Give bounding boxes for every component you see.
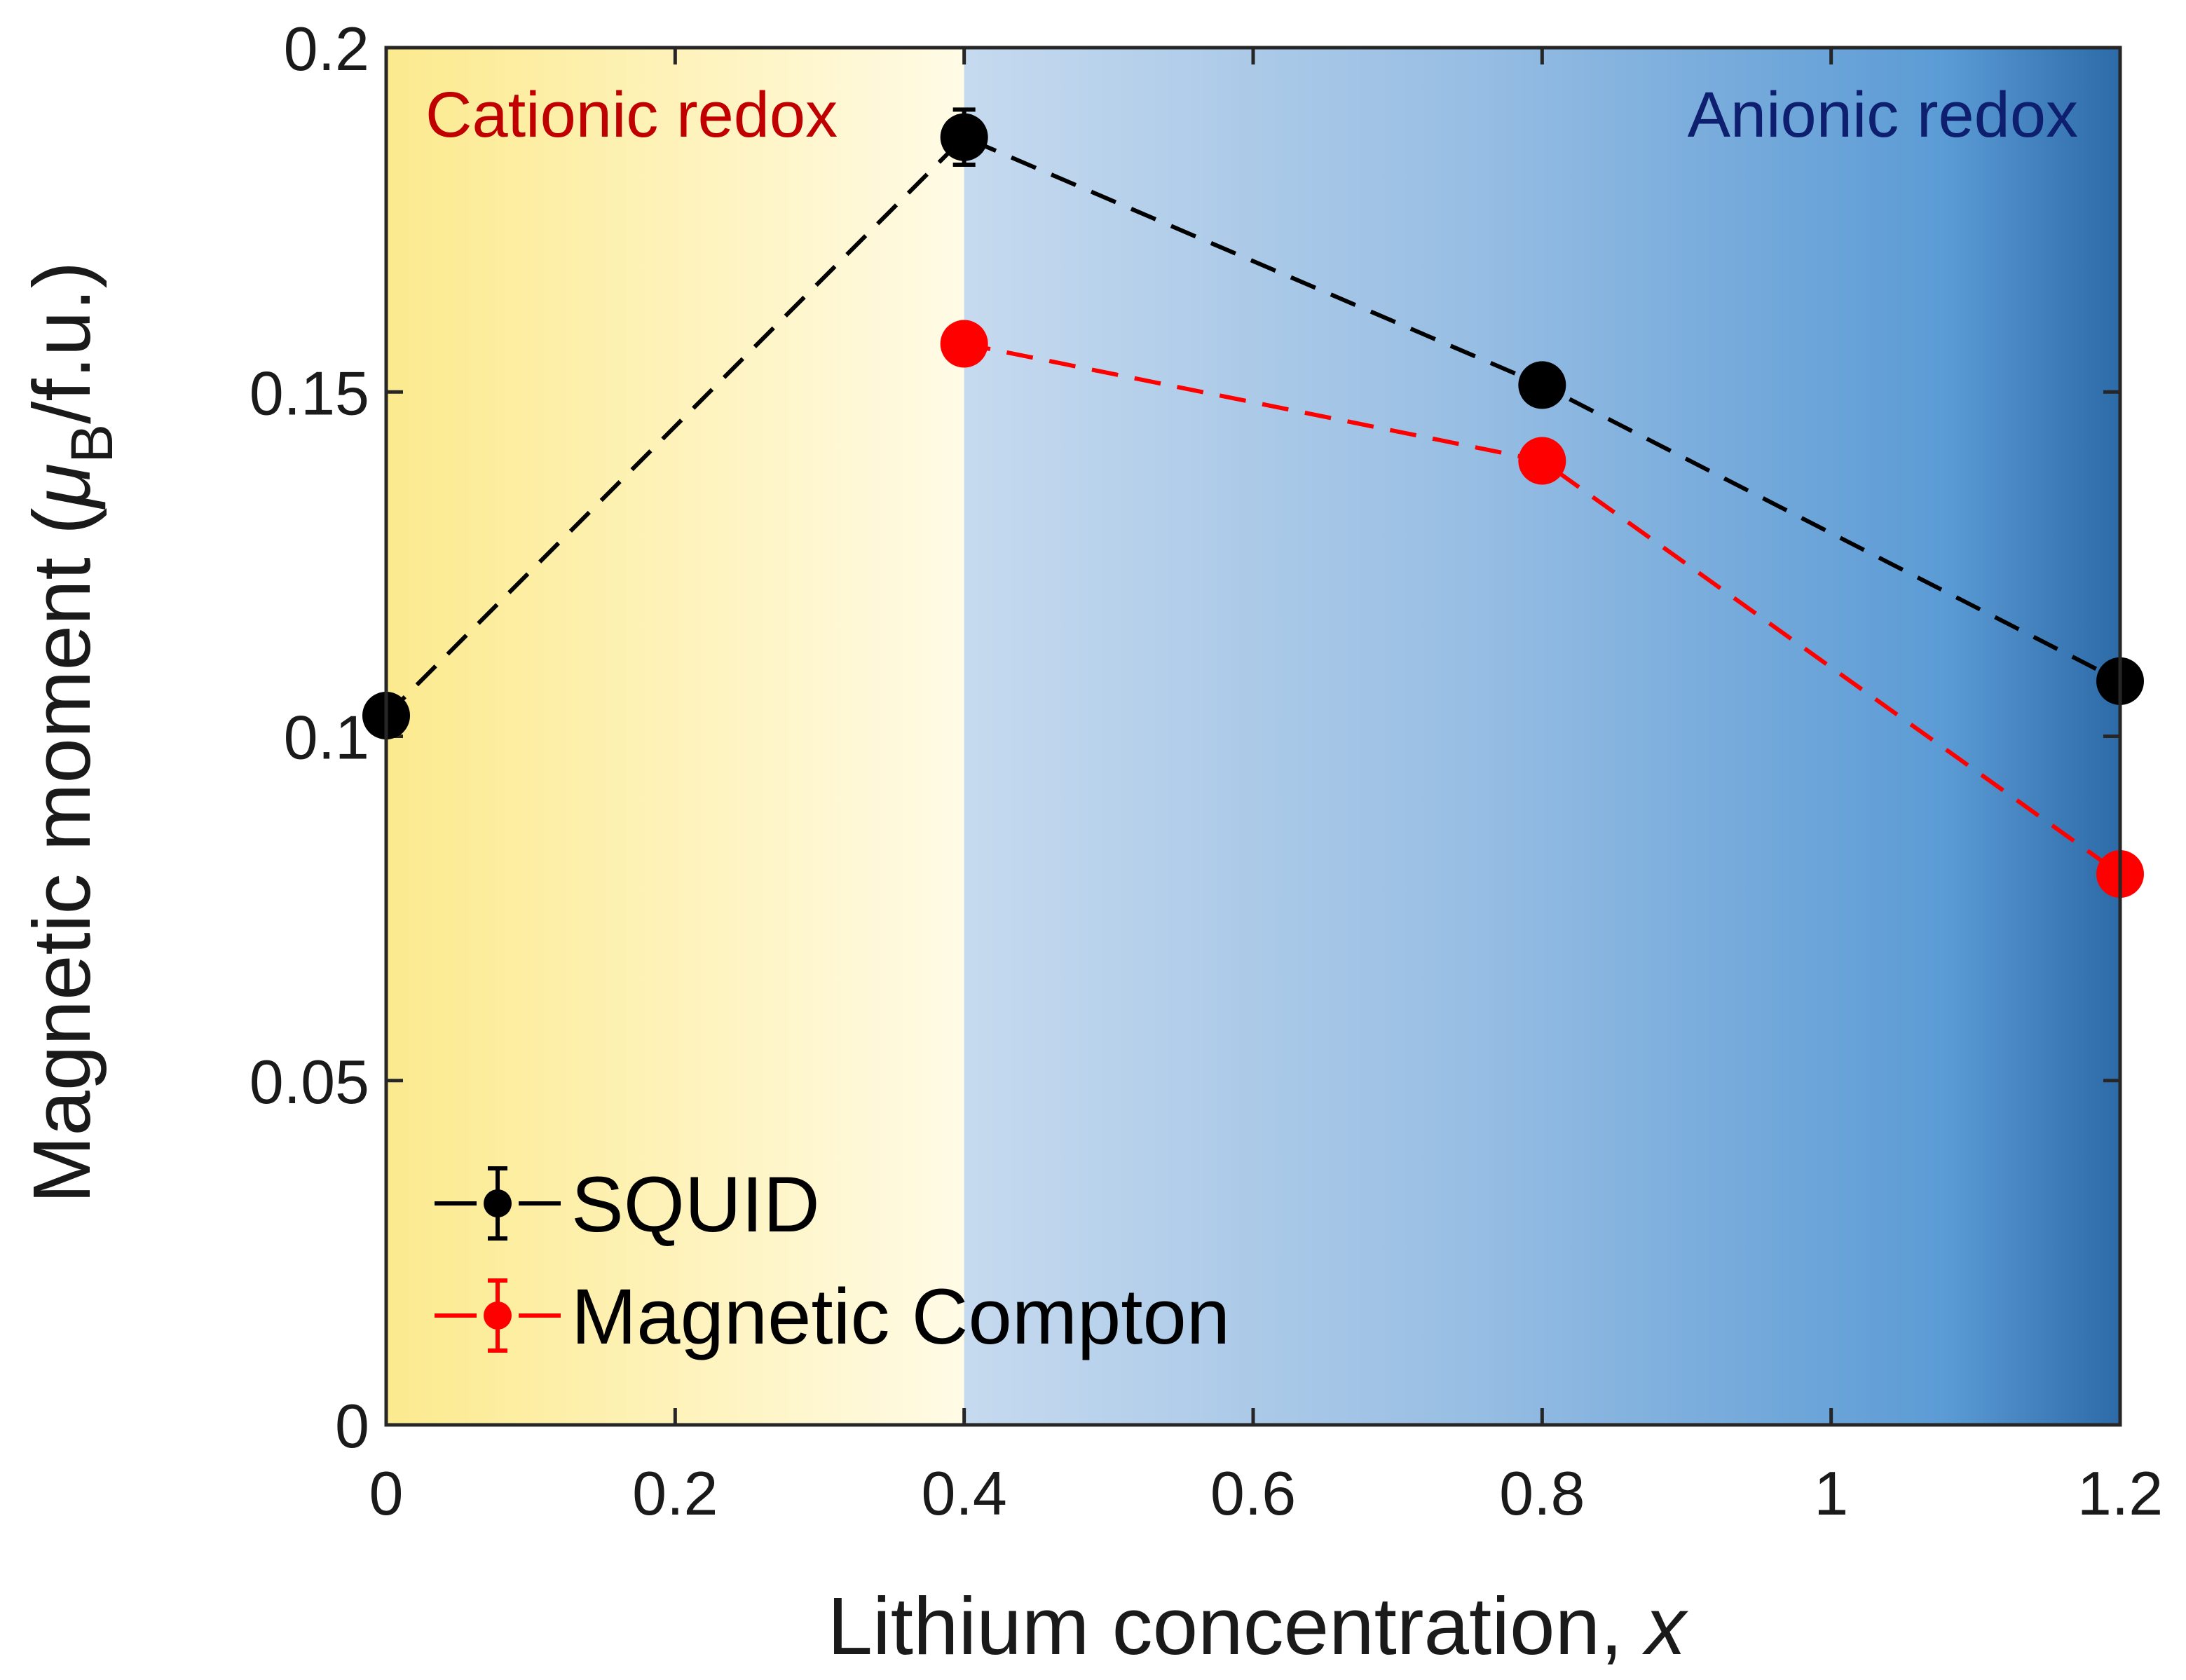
y-tick-label: 0.1 [284,703,369,772]
y-axis-title-main: Magnetic moment ( [16,507,107,1203]
data-point-squid [1518,361,1566,409]
legend: SQUID Magnetic Compton [435,1161,1230,1360]
legend-squid-marker [484,1189,512,1217]
axis-ticks: 0 0.2 0.4 0.6 0.8 1 1.2 0 0.05 0.1 0.15 0.2 [250,14,2163,1528]
data-point-magnetic-compton [1518,437,1566,485]
cationic-redox-label: Cationic redox [425,79,838,151]
legend-compton-label: Magnetic Compton [571,1273,1230,1360]
anionic-region [964,48,2120,1425]
series-layer [362,107,2144,898]
x-tick-label: 1.2 [2077,1459,2163,1528]
y-tick-label: 0 [335,1391,369,1461]
x-tick-label: 1 [1814,1459,1848,1528]
x-tick-label: 0.6 [1210,1459,1296,1528]
x-axis-title: Lithium concentration, x [827,1580,1688,1672]
y-axis-title-mu: μ [16,463,107,510]
y-tick-label: 0.05 [250,1047,369,1116]
legend-compton-marker [484,1302,512,1330]
x-tick-label: 0.2 [632,1459,718,1528]
plot-frame [384,46,2122,1427]
x-axis-title-variable: x [1642,1580,1689,1672]
y-axis-title-subscript: B [59,424,125,463]
anionic-redox-label: Anionic redox [1688,79,2078,151]
y-axis-title: Magnetic moment (μB/f.u.) [16,261,125,1203]
legend-squid-label: SQUID [571,1161,820,1248]
y-axis-title-tail: /f.u.) [16,261,107,424]
data-point-squid [940,113,988,161]
y-tick-label: 0.15 [250,358,369,428]
data-point-magnetic-compton [940,320,988,368]
x-tick-label: 0 [369,1459,404,1528]
x-tick-label: 0.4 [921,1459,1006,1528]
x-tick-label: 0.8 [1499,1459,1585,1528]
y-tick-label: 0.2 [284,14,369,83]
series-line-squid [384,135,2122,718]
x-axis-title-main: Lithium concentration, [827,1580,1645,1672]
cationic-region [386,48,964,1425]
